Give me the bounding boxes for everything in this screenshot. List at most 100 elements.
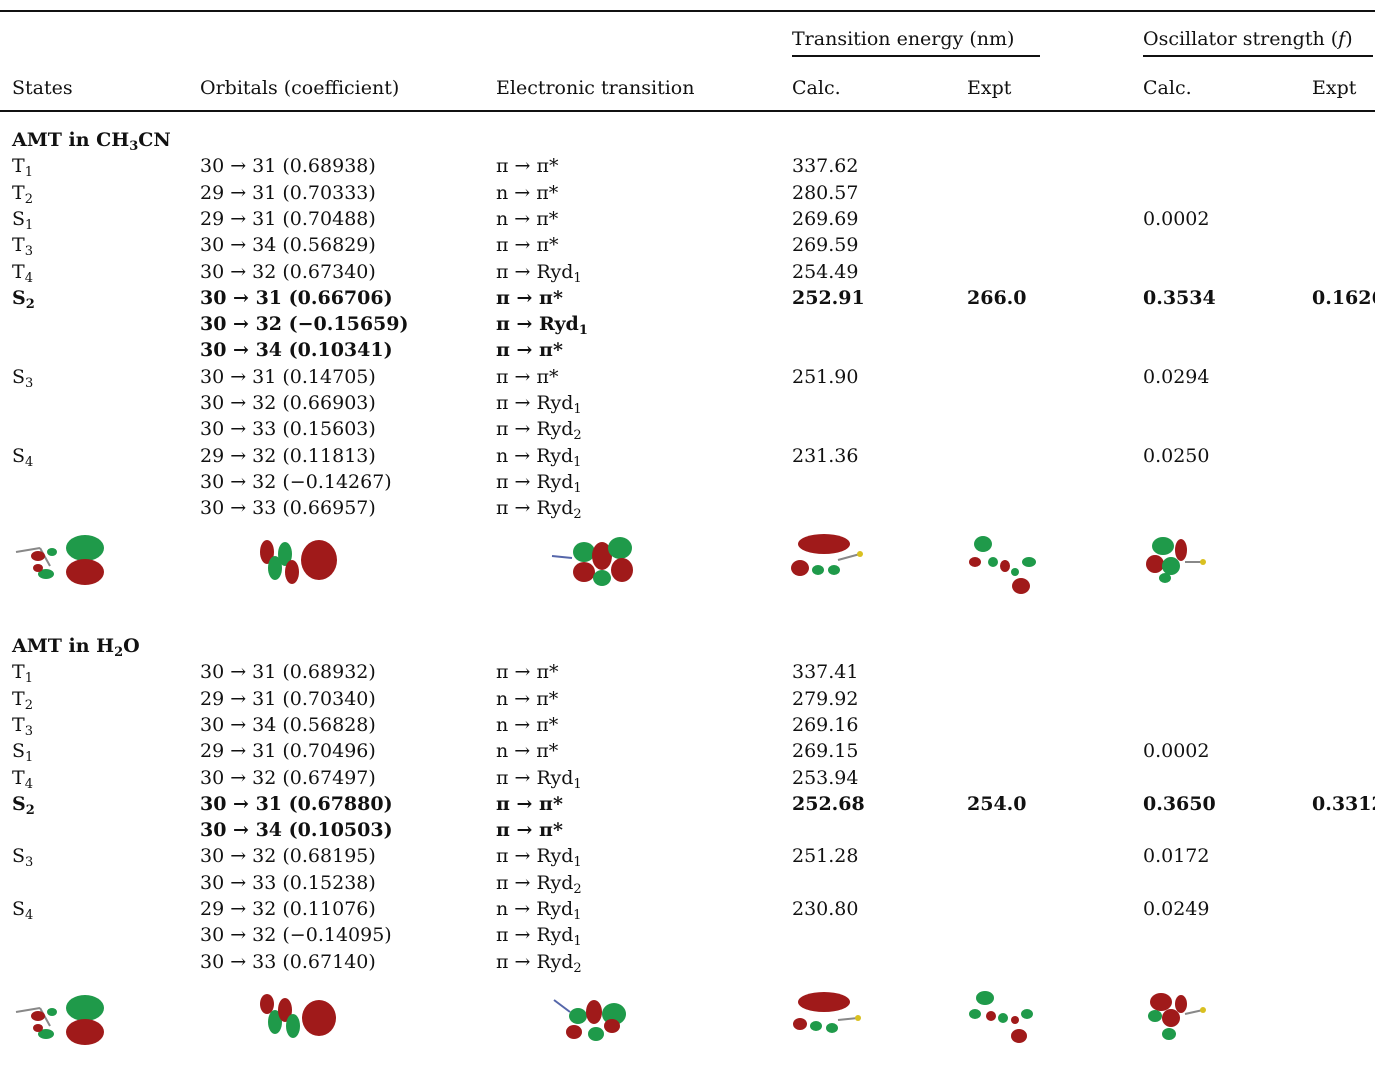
header-rule (0, 110, 1375, 112)
state-cell: T1 (12, 661, 33, 686)
strength-calc-cell: 0.0249 (1143, 898, 1210, 920)
state-cell: T2 (12, 182, 33, 207)
transition-cell: n → π* (496, 740, 559, 762)
transition-cell: n → π* (496, 714, 559, 736)
strength-calc-cell: 0.0002 (1143, 208, 1210, 230)
transition-cell: π → π* (496, 793, 563, 815)
transition-cell: π → π* (496, 155, 559, 177)
state-cell: S1 (12, 740, 34, 765)
orbital-cell: 29 → 31 (0.70488) (200, 208, 376, 230)
energy-calc-cell: 337.41 (792, 661, 859, 683)
transition-cell: n → Ryd1 (496, 445, 582, 470)
orbital-cell: 30 → 34 (0.10341) (200, 339, 393, 361)
orbital-cell: 30 → 34 (0.56829) (200, 234, 376, 256)
header-transition-energy: Transition energy (nm) (792, 28, 1015, 50)
header-calc-energy: Calc. (792, 77, 841, 99)
orbital-cell: 30 → 31 (0.67880) (200, 793, 393, 815)
transition-cell: π → Ryd1 (496, 313, 588, 338)
orbital-cell: 30 → 31 (0.66706) (200, 287, 393, 309)
transition-cell: n → π* (496, 208, 559, 230)
orbital-cell: 30 → 31 (0.68932) (200, 661, 376, 683)
energy-calc-cell: 253.94 (792, 767, 859, 789)
transition-cell: n → π* (496, 688, 559, 710)
strength-calc-cell: 0.0172 (1143, 845, 1210, 867)
state-cell: S2 (12, 793, 35, 818)
transition-cell: π → Ryd1 (496, 471, 582, 496)
orbital-image-icon (260, 994, 336, 1038)
energy-calc-cell: 252.68 (792, 793, 865, 815)
orbital-image-icon (791, 534, 863, 576)
orbital-cell: 29 → 31 (0.70496) (200, 740, 376, 762)
strength-expt-cell: 0.1626 (1312, 287, 1375, 309)
strength-calc-cell: 0.0294 (1143, 366, 1210, 388)
top-rule (0, 10, 1375, 12)
orbital-image-icon (969, 536, 1036, 594)
orbital-cell: 30 → 33 (0.67140) (200, 951, 376, 973)
strength-expt-cell: 0.3312 (1312, 793, 1375, 815)
energy-calc-cell: 280.57 (792, 182, 859, 204)
strength-calc-cell: 0.3650 (1143, 793, 1216, 815)
orbital-cell: 30 → 32 (0.66903) (200, 392, 376, 414)
state-cell: S4 (12, 445, 34, 470)
state-cell: T3 (12, 714, 33, 739)
header-oscillator-strength: Oscillator strength (f) (1143, 28, 1353, 50)
energy-calc-cell: 279.92 (792, 688, 859, 710)
energy-calc-cell: 269.15 (792, 740, 859, 762)
orbital-cell: 30 → 32 (−0.14267) (200, 471, 392, 493)
orbital-cell: 30 → 32 (0.68195) (200, 845, 376, 867)
orbital-cell: 29 → 32 (0.11076) (200, 898, 376, 920)
transition-cell: π → π* (496, 339, 563, 361)
transition-cell: π → Ryd2 (496, 497, 582, 522)
orbital-cell: 30 → 33 (0.15603) (200, 418, 376, 440)
energy-calc-cell: 251.28 (792, 845, 859, 867)
header-expt-strength: Expt (1312, 77, 1357, 99)
orbital-cell: 30 → 31 (0.68938) (200, 155, 376, 177)
transition-cell: π → π* (496, 234, 559, 256)
transition-cell: π → Ryd1 (496, 767, 582, 792)
state-cell: T4 (12, 261, 33, 286)
transition-cell: π → Ryd1 (496, 392, 582, 417)
state-cell: S3 (12, 366, 34, 391)
orbital-image-icon (793, 992, 861, 1033)
energy-calc-cell: 231.36 (792, 445, 859, 467)
orbital-cell: 30 → 34 (0.10503) (200, 819, 393, 841)
orbital-image-icon (15, 995, 104, 1045)
state-cell: T1 (12, 155, 33, 180)
energy-calc-cell: 269.59 (792, 234, 859, 256)
energy-calc-cell: 269.16 (792, 714, 859, 736)
header-electronic-transition: Electronic transition (496, 77, 695, 99)
strength-calc-cell: 0.0002 (1143, 740, 1210, 762)
orbital-cell: 30 → 32 (0.67340) (200, 261, 376, 283)
energy-calc-cell: 230.80 (792, 898, 859, 920)
os-group-rule (1143, 55, 1373, 57)
state-cell: T3 (12, 234, 33, 259)
orbital-cell: 30 → 33 (0.66957) (200, 497, 376, 519)
state-cell: S4 (12, 898, 34, 923)
section-title: AMT in CH3CN (12, 129, 171, 154)
energy-calc-cell: 337.62 (792, 155, 859, 177)
transition-cell: π → π* (496, 661, 559, 683)
orbital-image-icon (551, 537, 633, 586)
header-orbitals: Orbitals (coefficient) (200, 77, 400, 99)
strength-calc-cell: 0.3534 (1143, 287, 1216, 309)
orbital-image-icon (15, 535, 104, 585)
strength-calc-cell: 0.0250 (1143, 445, 1210, 467)
state-cell: S2 (12, 287, 35, 312)
transition-cell: π → π* (496, 366, 559, 388)
transition-cell: π → Ryd1 (496, 845, 582, 870)
orbital-cell: 30 → 32 (−0.14095) (200, 924, 392, 946)
orbital-cell: 30 → 34 (0.56828) (200, 714, 376, 736)
transition-cell: π → Ryd2 (496, 418, 582, 443)
transition-cell: π → π* (496, 819, 563, 841)
state-cell: S1 (12, 208, 34, 233)
orbital-image-icon (260, 540, 337, 584)
transition-cell: π → Ryd1 (496, 261, 582, 286)
energy-expt-cell: 266.0 (967, 287, 1027, 309)
orbital-cell: 30 → 32 (0.67497) (200, 767, 376, 789)
orbital-cell: 29 → 31 (0.70333) (200, 182, 376, 204)
orbital-image-icon (553, 999, 626, 1041)
state-cell: T2 (12, 688, 33, 713)
te-group-rule (792, 55, 1040, 57)
state-cell: S3 (12, 845, 34, 870)
orbital-cell: 29 → 32 (0.11813) (200, 445, 376, 467)
